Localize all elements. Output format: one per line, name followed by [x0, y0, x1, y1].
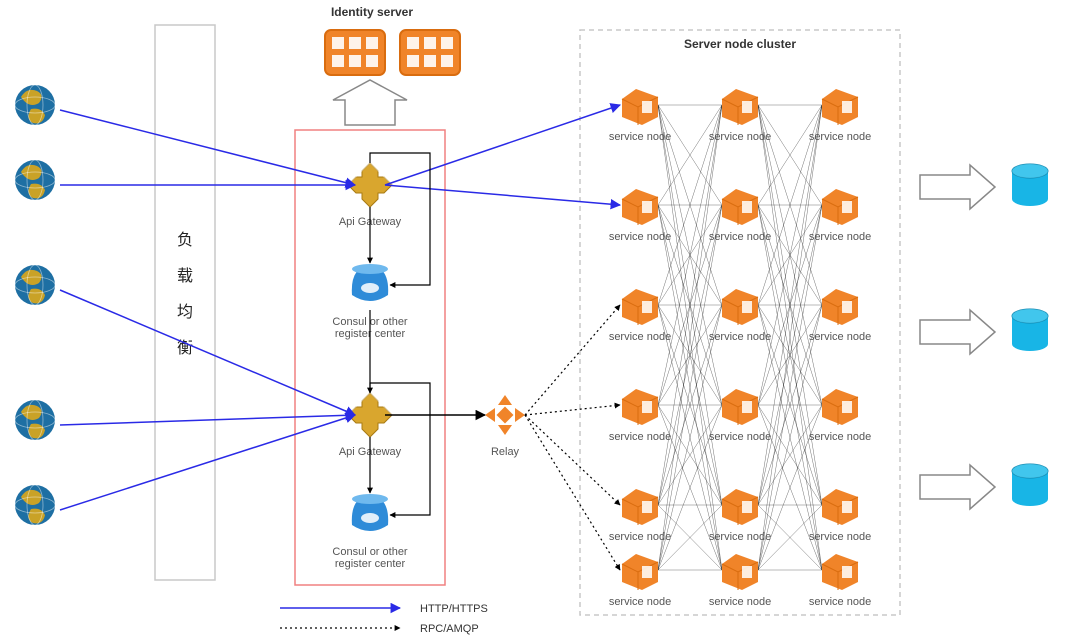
service-node-icon — [822, 189, 858, 225]
service-node-icon — [822, 489, 858, 525]
lb-label-char: 载 — [177, 267, 193, 285]
database-icon — [1012, 309, 1048, 351]
service-node-icon — [622, 189, 658, 225]
legend-label: RPC/AMQP — [420, 623, 479, 635]
service-node-label: service node — [809, 231, 871, 243]
database-icon — [1012, 164, 1048, 206]
lb-label-char: 衡 — [177, 339, 193, 357]
service-node-icon — [722, 289, 758, 325]
http-arrow — [60, 290, 355, 415]
service-node-label: service node — [809, 531, 871, 543]
globe-icon — [15, 400, 55, 440]
service-node-label: service node — [809, 131, 871, 143]
consul-icon — [352, 494, 388, 531]
http-arrow — [385, 105, 620, 185]
service-node-icon — [822, 554, 858, 590]
service-node-icon — [622, 89, 658, 125]
service-node-label: service node — [809, 596, 871, 608]
service-node-icon — [622, 389, 658, 425]
service-node-label: service node — [609, 531, 671, 543]
http-arrow — [60, 415, 355, 425]
service-node-label: service node — [609, 596, 671, 608]
service-node-label: service node — [609, 431, 671, 443]
consul-register-center: Consul or otherregister center — [332, 494, 408, 570]
service-node-icon — [722, 489, 758, 525]
service-node-icon — [822, 89, 858, 125]
db-arrow-icon — [920, 310, 995, 354]
legend-label: HTTP/HTTPS — [420, 603, 488, 615]
rpc-arrow — [525, 305, 620, 415]
http-arrow — [385, 185, 620, 205]
db-arrow-icon — [920, 465, 995, 509]
globe-icon — [15, 265, 55, 305]
service-node-label: service node — [809, 331, 871, 343]
legend: HTTP/HTTPS RPC/AMQP — [280, 603, 488, 635]
consul-label: register center — [335, 558, 406, 570]
identity-server-icon — [400, 30, 460, 75]
rpc-arrow — [525, 405, 620, 415]
service-node-icon — [622, 489, 658, 525]
consul-icon — [352, 264, 388, 301]
service-node-icon — [722, 189, 758, 225]
globe-icon — [15, 160, 55, 200]
service-node-label: service node — [709, 331, 771, 343]
service-node-label: service node — [609, 231, 671, 243]
rpc-arrow — [525, 415, 620, 570]
lb-label-char: 均 — [177, 303, 193, 321]
identity-server: Identity server — [325, 5, 460, 125]
identity-server-label: Identity server — [331, 5, 413, 19]
relay: Relay — [485, 395, 525, 458]
service-node-icon — [622, 554, 658, 590]
service-node-icon — [822, 289, 858, 325]
service-node-label: service node — [709, 131, 771, 143]
service-node-icon — [622, 289, 658, 325]
service-node-label: service node — [709, 596, 771, 608]
service-node-label: service node — [709, 531, 771, 543]
identity-up-arrow-icon — [333, 80, 407, 125]
database-icon — [1012, 464, 1048, 506]
service-node-icon — [822, 389, 858, 425]
cluster-title: Server node cluster — [684, 37, 796, 51]
http-arrow — [60, 110, 355, 185]
http-arrow — [60, 415, 355, 510]
lb-label-char: 负 — [177, 231, 193, 249]
load-balancer-box: 负载均衡 — [155, 25, 215, 580]
service-node-icon — [722, 389, 758, 425]
service-node-label: service node — [709, 231, 771, 243]
globe-icon — [15, 485, 55, 525]
server-node-cluster: Server node cluster service node service n… — [580, 30, 900, 615]
service-node-label: service node — [609, 331, 671, 343]
architecture-diagram: 负载均衡Identity serverApi GatewayApi Gatewa… — [0, 0, 1080, 641]
consul-label: Consul or other — [332, 546, 408, 558]
service-node-label: service node — [709, 431, 771, 443]
relay-label: Relay — [491, 446, 520, 458]
db-arrow-icon — [920, 165, 995, 209]
service-node-icon — [722, 89, 758, 125]
service-node-label: service node — [809, 431, 871, 443]
globe-icon — [15, 85, 55, 125]
service-node-icon — [722, 554, 758, 590]
identity-server-icon — [325, 30, 385, 75]
service-node-label: service node — [609, 131, 671, 143]
